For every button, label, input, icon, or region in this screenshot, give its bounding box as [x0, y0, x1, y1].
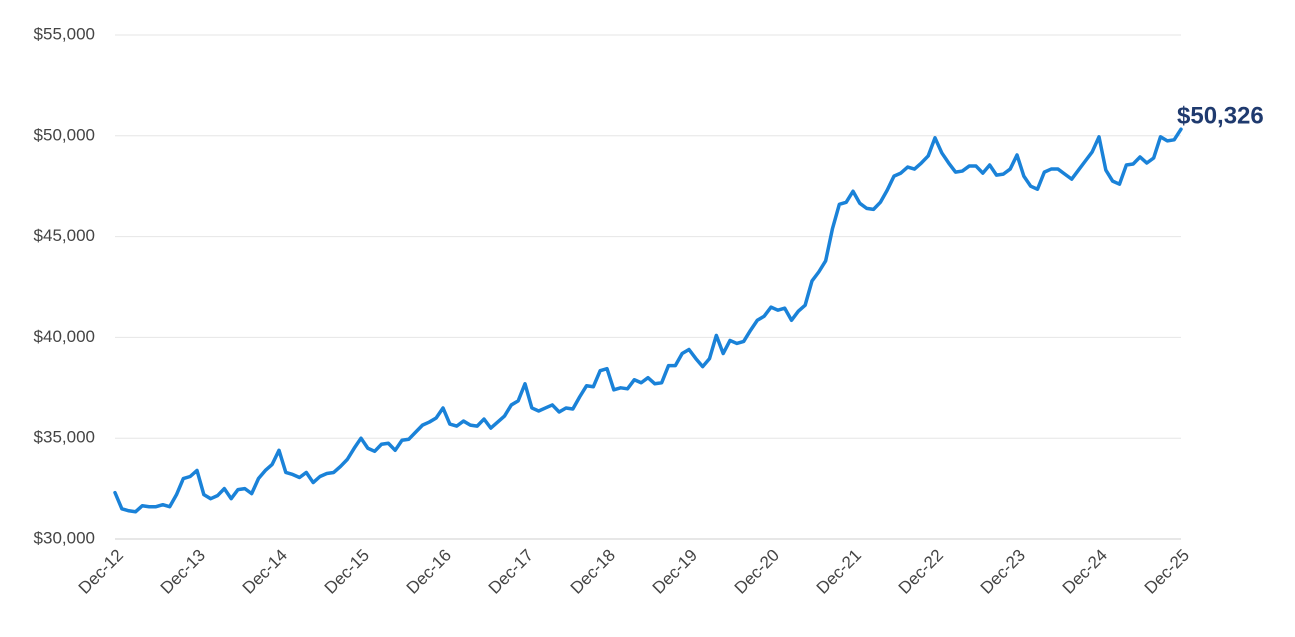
y-tick-label: $30,000: [34, 528, 95, 547]
y-tick-label: $50,000: [34, 125, 95, 144]
x-tick-label: Dec-20: [731, 546, 783, 598]
data-line: [113, 127, 1183, 514]
x-tick-label: Dec-24: [1059, 546, 1111, 598]
x-tick-label: Dec-22: [895, 546, 947, 598]
y-tick-label: $35,000: [34, 428, 95, 447]
value-label: $50,326: [1177, 103, 1264, 130]
x-tick-label: Dec-12: [75, 546, 127, 598]
x-tick-label: Dec-18: [567, 546, 619, 598]
x-tick-label: Dec-23: [977, 546, 1029, 598]
y-tick-label: $40,000: [34, 327, 95, 346]
x-tick-label: Dec-17: [485, 546, 537, 598]
x-tick-label: Dec-16: [403, 546, 455, 598]
x-tick-label: Dec-25: [1141, 546, 1193, 598]
x-tick-label: Dec-15: [321, 546, 373, 598]
x-tick-label: Dec-21: [813, 546, 865, 598]
y-tick-label: $55,000: [34, 24, 95, 43]
x-tick-label: Dec-19: [649, 546, 701, 598]
x-tick-label: Dec-14: [239, 546, 291, 598]
y-tick-label: $45,000: [34, 226, 95, 245]
x-tick-label: Dec-13: [157, 546, 209, 598]
